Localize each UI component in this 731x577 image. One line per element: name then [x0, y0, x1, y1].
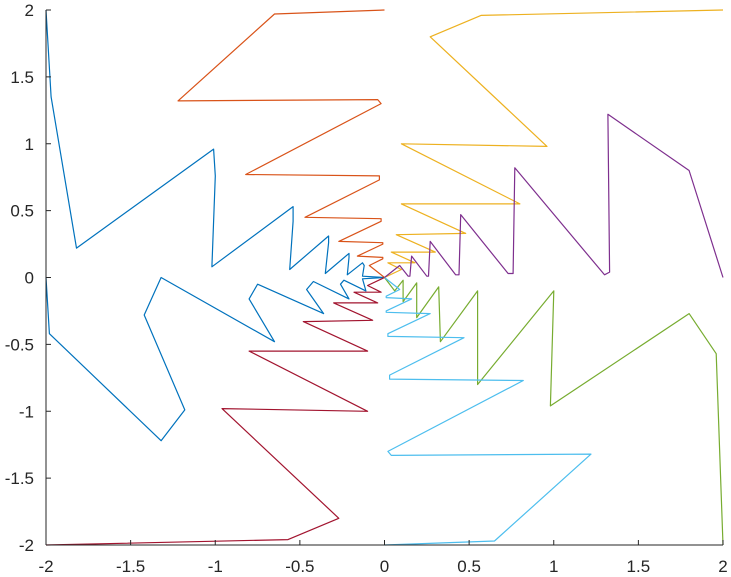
axes-group [45, 9, 724, 546]
y-tick-label: -0.5 [5, 335, 34, 354]
x-tick-label: 0 [380, 557, 389, 576]
x-tick-label: 2 [718, 557, 727, 576]
y-tick-label: -1 [19, 402, 34, 421]
y-tick-label: -1.5 [5, 469, 34, 488]
series-line-1 [45, 9, 386, 442]
plot-series-group [45, 9, 724, 546]
series-line-4 [384, 113, 724, 278]
tick-labels-group: -2 -1.5 -1 -0.5 0 0.5 1 1.5 2 -2 -1.5 -1 -0.5 0 0.5 1 1.… [5, 1, 728, 576]
x-tick-label: -0.5 [285, 557, 314, 576]
y-tick-label: -2 [19, 536, 34, 555]
x-tick-label: 1.5 [627, 557, 651, 576]
y-tick-label: 1.5 [10, 68, 34, 87]
y-tick-label: 0 [25, 269, 34, 288]
series-line-7 [45, 276, 385, 546]
y-tick-label: 1 [25, 135, 34, 154]
series-line-6 [384, 277, 592, 546]
x-tick-label: -1.5 [116, 557, 145, 576]
y-tick-label: 0.5 [10, 202, 34, 221]
x-tick-label: -1 [208, 557, 223, 576]
y-tick-label: 2 [25, 1, 34, 20]
series-line-2 [177, 9, 385, 278]
x-tick-label: -2 [38, 557, 53, 576]
x-tick-label: 1 [549, 557, 558, 576]
series-line-5 [384, 277, 724, 546]
series-line-3 [384, 9, 724, 279]
x-tick-label: 0.5 [457, 557, 481, 576]
